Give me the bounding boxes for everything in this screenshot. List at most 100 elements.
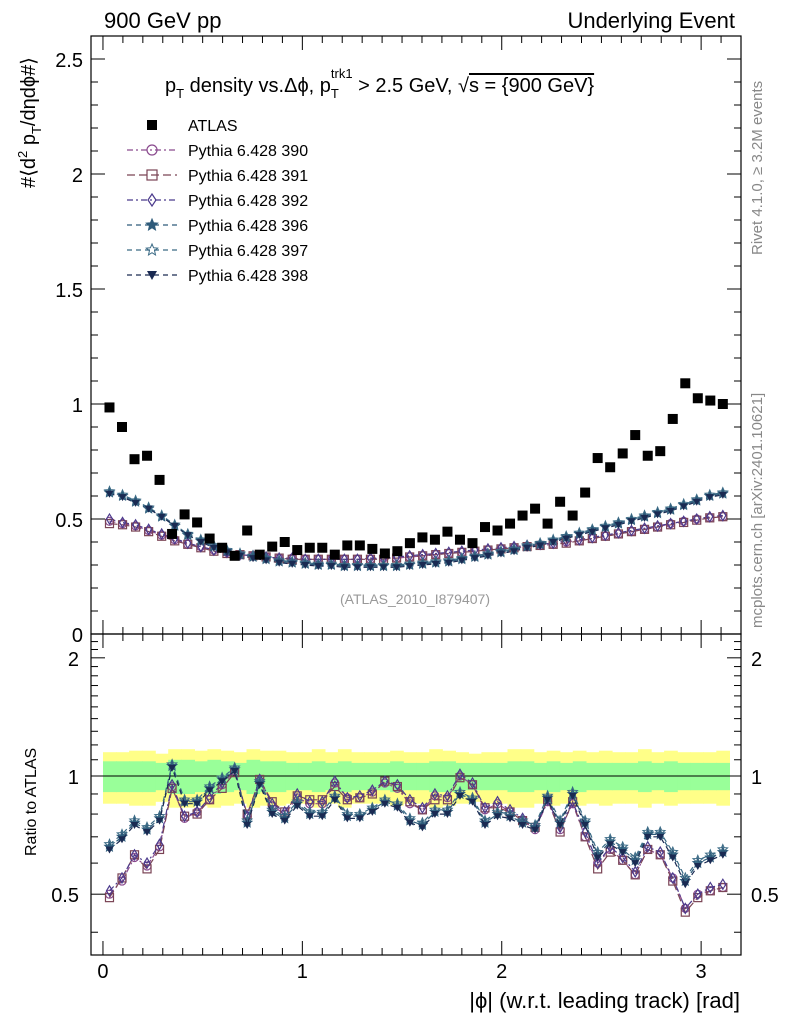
series-point	[601, 528, 610, 542]
series-point	[575, 533, 583, 546]
ratio-point	[606, 841, 615, 849]
series-point	[679, 503, 688, 511]
ratio-point	[518, 822, 527, 830]
ratio-point	[393, 778, 402, 791]
inner-band-segment	[664, 761, 678, 793]
ratio-point	[704, 848, 717, 860]
series-point	[614, 526, 623, 539]
ratio-point	[718, 882, 728, 893]
data-point	[717, 399, 728, 409]
legend-label: Pythia 6.428 398	[188, 268, 308, 285]
series-point	[104, 518, 115, 529]
y-tick-label: 0.5	[55, 510, 83, 532]
inner-band-segment	[298, 762, 313, 791]
series-point	[536, 542, 545, 550]
ratio-point	[104, 893, 115, 903]
series-point	[692, 498, 701, 506]
inner-band-segment	[546, 761, 561, 793]
ratio-point	[668, 854, 677, 862]
series-point	[105, 512, 114, 526]
ratio-point	[593, 854, 602, 862]
data-point	[442, 526, 453, 537]
data-point	[229, 550, 240, 561]
inner-band-segment	[716, 762, 730, 791]
inner-band-segment	[638, 761, 652, 793]
data-point	[154, 474, 165, 485]
inner-band-segment	[116, 761, 130, 793]
ratio-point	[193, 805, 201, 819]
ratio-point	[618, 851, 627, 864]
series-point	[666, 507, 675, 515]
ratio-point	[593, 856, 602, 870]
ratio-point	[205, 791, 214, 804]
ratio-point	[105, 884, 114, 897]
series-point	[510, 548, 519, 556]
ratio-point	[543, 796, 552, 804]
data-point	[517, 510, 528, 521]
data-point	[367, 543, 378, 554]
ratio-point	[468, 798, 477, 806]
data-point	[204, 533, 215, 544]
ratio-point	[591, 845, 604, 858]
header-right: Underlying Event	[567, 8, 735, 33]
data-point	[217, 542, 228, 553]
series-point	[470, 555, 479, 563]
series-point	[640, 522, 649, 535]
ratio-point	[368, 808, 377, 816]
legend-label: Pythia 6.428 390	[188, 143, 308, 160]
data-point	[667, 413, 678, 424]
series-point	[640, 514, 649, 522]
main-axis-ticks: 0 0.5 1 1.5 2 2.5	[55, 36, 741, 647]
ratio-axis-ticks: 0.5 0.5 1 1 2 2 0 1 2 3	[51, 634, 779, 983]
inner-band-segment	[142, 761, 156, 793]
ratio-point	[268, 811, 277, 819]
series-point	[314, 563, 323, 571]
series-point	[144, 527, 154, 537]
ratio-point	[655, 850, 665, 860]
legend-label: Pythia 6.428 392	[188, 193, 308, 210]
inner-band-segment	[520, 761, 535, 793]
data-point	[242, 525, 253, 536]
series-point	[379, 564, 388, 572]
ratio-point	[118, 871, 126, 885]
ratio-point	[443, 789, 452, 803]
inner-band-segment	[337, 761, 352, 793]
ratio-point	[643, 844, 653, 855]
ratio-point	[618, 855, 628, 865]
series-point	[653, 511, 662, 519]
ratio-point	[669, 871, 677, 885]
inner-band-segment	[533, 762, 548, 791]
series-point	[575, 532, 584, 540]
data-point	[292, 545, 303, 556]
data-point	[555, 496, 566, 507]
ratio-point	[506, 815, 515, 823]
ratio-point	[318, 813, 327, 821]
legend-marker	[146, 144, 158, 156]
legend-marker	[146, 169, 158, 181]
ratio-point	[105, 846, 114, 854]
ratio-point	[305, 813, 314, 821]
ratio-point	[631, 865, 639, 879]
inner-band-segment	[129, 761, 143, 793]
series-point	[562, 535, 571, 543]
data-point	[630, 430, 641, 441]
series-point	[105, 490, 114, 498]
ratio-y-tick-label-right: 0.5	[751, 885, 779, 907]
series-point	[666, 517, 675, 530]
series-point	[130, 522, 141, 532]
data-point	[379, 548, 390, 559]
inner-band-segment	[585, 762, 600, 791]
legend-label: Pythia 6.428 396	[188, 218, 308, 235]
ratio-point	[456, 768, 464, 781]
inner-band-segment	[324, 762, 339, 791]
ratio-point	[618, 849, 627, 857]
ratio-point	[293, 802, 302, 810]
ratio-point	[679, 871, 692, 884]
series-point	[288, 560, 297, 568]
data-point	[705, 395, 716, 406]
ratio-point	[155, 838, 164, 851]
data-point	[567, 510, 578, 521]
ratio-point	[255, 781, 264, 789]
series-point	[444, 559, 453, 567]
x-tick-label: 1	[297, 961, 308, 983]
